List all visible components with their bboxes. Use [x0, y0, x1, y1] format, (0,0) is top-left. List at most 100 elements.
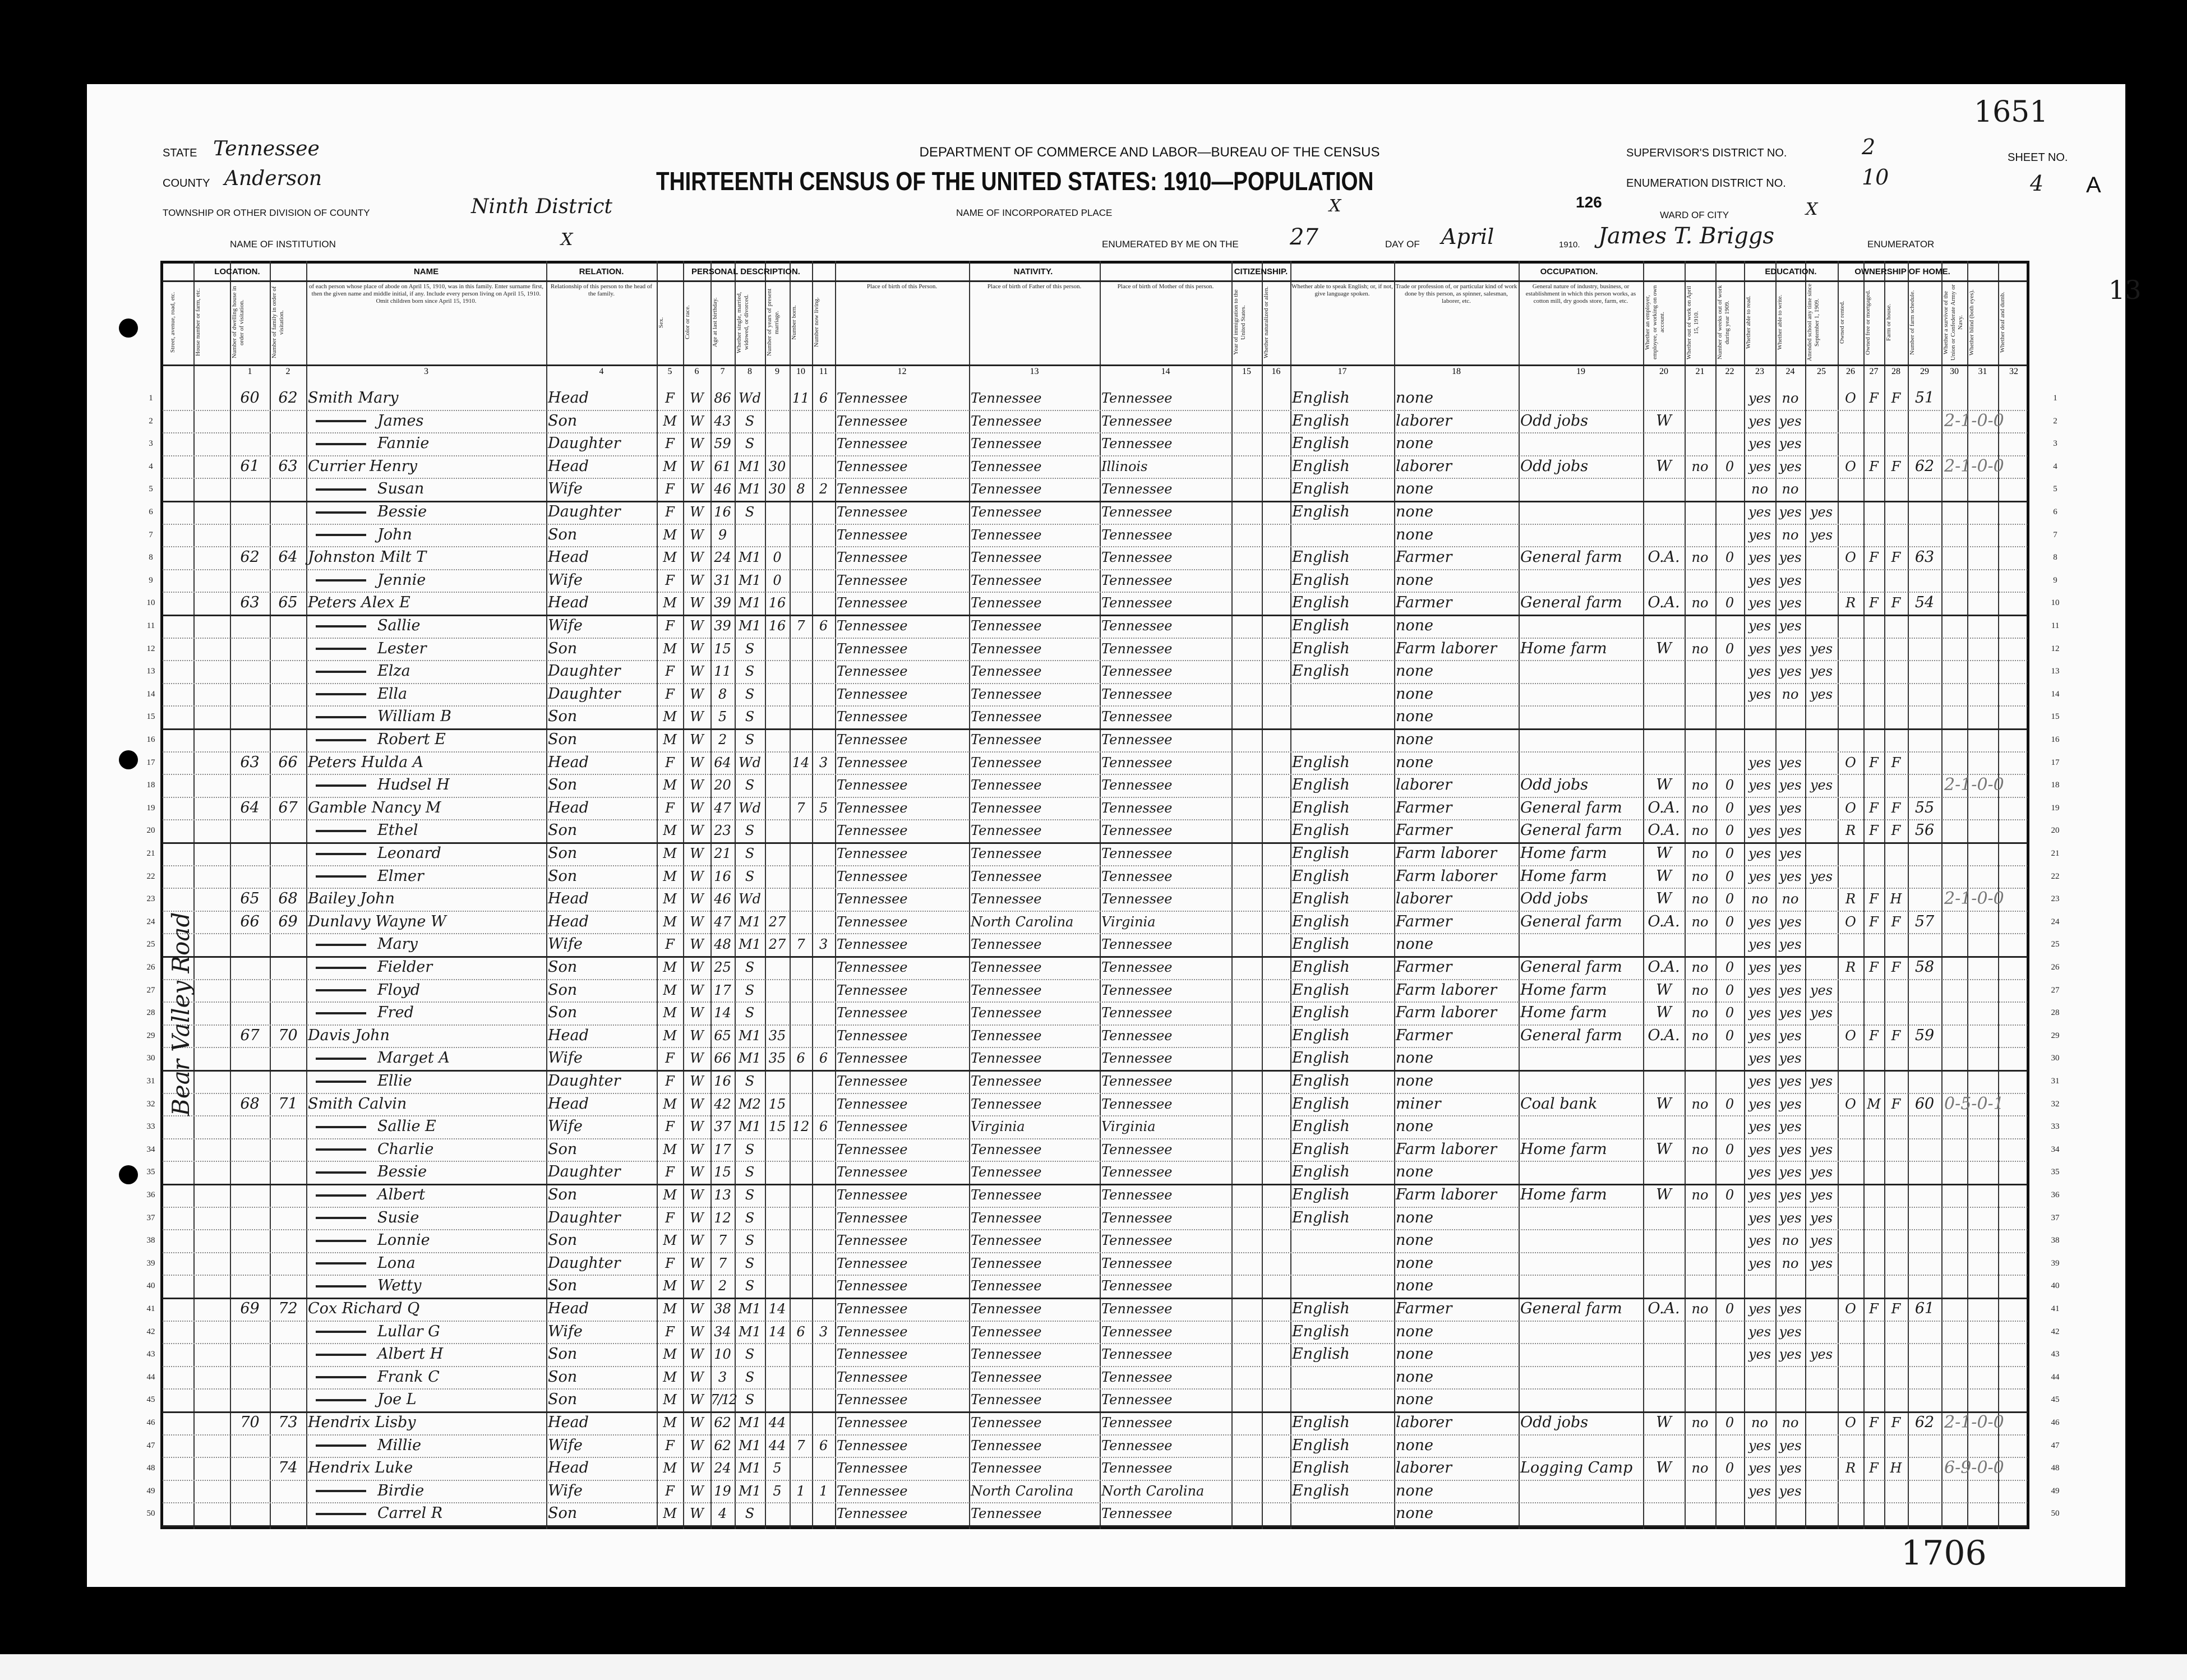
given-name: Richard Q	[342, 1300, 420, 1317]
cell-col-8: M1	[739, 481, 761, 497]
cell-col-12: Tennessee	[837, 982, 908, 998]
given-name: Sallie	[377, 617, 421, 634]
cell-col-17: English	[1292, 1186, 1350, 1203]
cell-col-4: Wife	[548, 1436, 583, 1454]
cell-col-7: 16	[714, 1073, 731, 1089]
cell-col-23: yes	[1748, 436, 1771, 452]
cell-col-4: Head	[548, 594, 589, 612]
cell-col-20: W	[1656, 1140, 1672, 1158]
person-name: William B	[306, 705, 546, 728]
cell-col-8: S	[745, 1073, 755, 1089]
cell-col-4: Head	[548, 1459, 589, 1477]
cell-col-20: O.A.	[1648, 548, 1680, 566]
cell-col-5: M	[663, 550, 677, 566]
ditto-dash	[316, 1331, 366, 1333]
cell-col-27: F	[1869, 390, 1879, 406]
column-number: 29	[1920, 367, 1929, 376]
sheet-label: Sheet No.	[2008, 151, 2068, 164]
cell-col-7: 43	[714, 413, 731, 429]
day-of-label: day of	[1385, 239, 1420, 250]
person-name: Hendrix Luke	[306, 1457, 546, 1479]
cell-col-26: O	[1845, 913, 1856, 930]
cell-col-4: Son	[548, 639, 578, 657]
column-number: 25	[1817, 367, 1826, 376]
line-number: 15	[146, 712, 155, 722]
cell-col-23: yes	[1748, 1119, 1771, 1135]
cell-col-6: W	[690, 1050, 704, 1067]
line-number: 3	[149, 439, 153, 449]
cell-col-11: 2	[819, 481, 828, 497]
given-name: Milt T	[380, 548, 427, 566]
column-header: Whether able to read.	[1745, 296, 1752, 349]
cell-col-13: Tennessee	[971, 754, 1042, 770]
state-label: State	[163, 147, 197, 159]
cell-col-2: 64	[278, 548, 298, 566]
given-name: Fred	[377, 1004, 414, 1022]
given-name: Nancy M	[371, 799, 441, 816]
page-number: 126	[1576, 193, 1602, 211]
surname: Peters	[308, 753, 357, 771]
cell-col-18: Farmer	[1396, 799, 1452, 816]
cell-col-12: Tennessee	[837, 1096, 908, 1112]
cell-col-5: M	[663, 823, 677, 839]
cell-col-20: O.A.	[1648, 1026, 1680, 1044]
cell-col-5: F	[665, 1255, 675, 1271]
line-number: 30	[2051, 1054, 2060, 1063]
header-divider	[163, 280, 2027, 282]
column-number: 20	[1659, 367, 1668, 376]
surname: Johnston	[308, 548, 376, 566]
line-number: 32	[146, 1099, 155, 1109]
cell-col-11: 6	[819, 1119, 828, 1135]
column-header: Place of birth of Father of this person.	[987, 283, 1082, 290]
cell-col-21: no	[1691, 891, 1709, 907]
cell-col-12: Tennessee	[837, 663, 908, 680]
cell-col-12: Tennessee	[837, 1369, 908, 1385]
person-name: Bailey John	[306, 888, 546, 910]
cell-col-18: none	[1396, 571, 1434, 589]
line-number: 14	[146, 689, 155, 699]
person-name: John	[306, 524, 546, 546]
person-name: Currier Henry	[306, 455, 546, 478]
cell-col-13: Tennessee	[971, 709, 1042, 725]
line-number: 13	[146, 667, 155, 676]
cell-col-2: 70	[278, 1026, 298, 1044]
line-number: 8	[2053, 553, 2057, 562]
cell-col-26: R	[1845, 1460, 1856, 1476]
cell-col-14: Tennessee	[1101, 1210, 1173, 1226]
cell-col-28: F	[1891, 458, 1901, 474]
cell-col-7: 2	[718, 1278, 727, 1294]
cell-col-17: English	[1292, 389, 1350, 407]
cell-col-7: 20	[714, 777, 731, 793]
ditto-dash	[316, 739, 366, 741]
cell-col-17: English	[1292, 1322, 1350, 1340]
line-number: 35	[2051, 1167, 2060, 1177]
next-sheet-edge	[0, 1654, 2187, 1680]
cell-col-21: no	[1691, 640, 1709, 657]
cell-col-13: Tennessee	[971, 1323, 1042, 1340]
row-divider	[163, 501, 2027, 502]
row-divider	[163, 1206, 2027, 1208]
cell-col-26: O	[1845, 1415, 1856, 1430]
person-name: James	[306, 410, 546, 432]
line-number: 39	[2051, 1258, 2060, 1268]
cell-col-19: General farm	[1520, 1300, 1622, 1317]
line-number: 41	[2051, 1304, 2060, 1313]
cell-col-21: no	[1691, 777, 1709, 793]
person-name: Elmer	[306, 865, 546, 888]
cell-col-20: O.A.	[1648, 594, 1680, 612]
row-divider	[163, 1320, 2027, 1322]
cell-col-29: 55	[1914, 799, 1935, 816]
cell-col-13: Tennessee	[971, 1392, 1042, 1408]
cell-col-14: Tennessee	[1101, 936, 1173, 953]
cell-col-21: no	[1691, 913, 1709, 930]
cell-col-17: English	[1292, 981, 1350, 999]
cell-col-8: S	[745, 1346, 755, 1363]
ditto-dash	[316, 1376, 366, 1379]
person-name: Susan	[306, 478, 546, 500]
column-number: 22	[1725, 367, 1734, 376]
line-number: 36	[2051, 1190, 2060, 1199]
cell-col-24: yes	[1779, 1210, 1802, 1226]
cell-col-23: yes	[1748, 823, 1771, 839]
cell-col-11: 6	[819, 1050, 828, 1067]
cell-col-8: S	[745, 823, 755, 839]
